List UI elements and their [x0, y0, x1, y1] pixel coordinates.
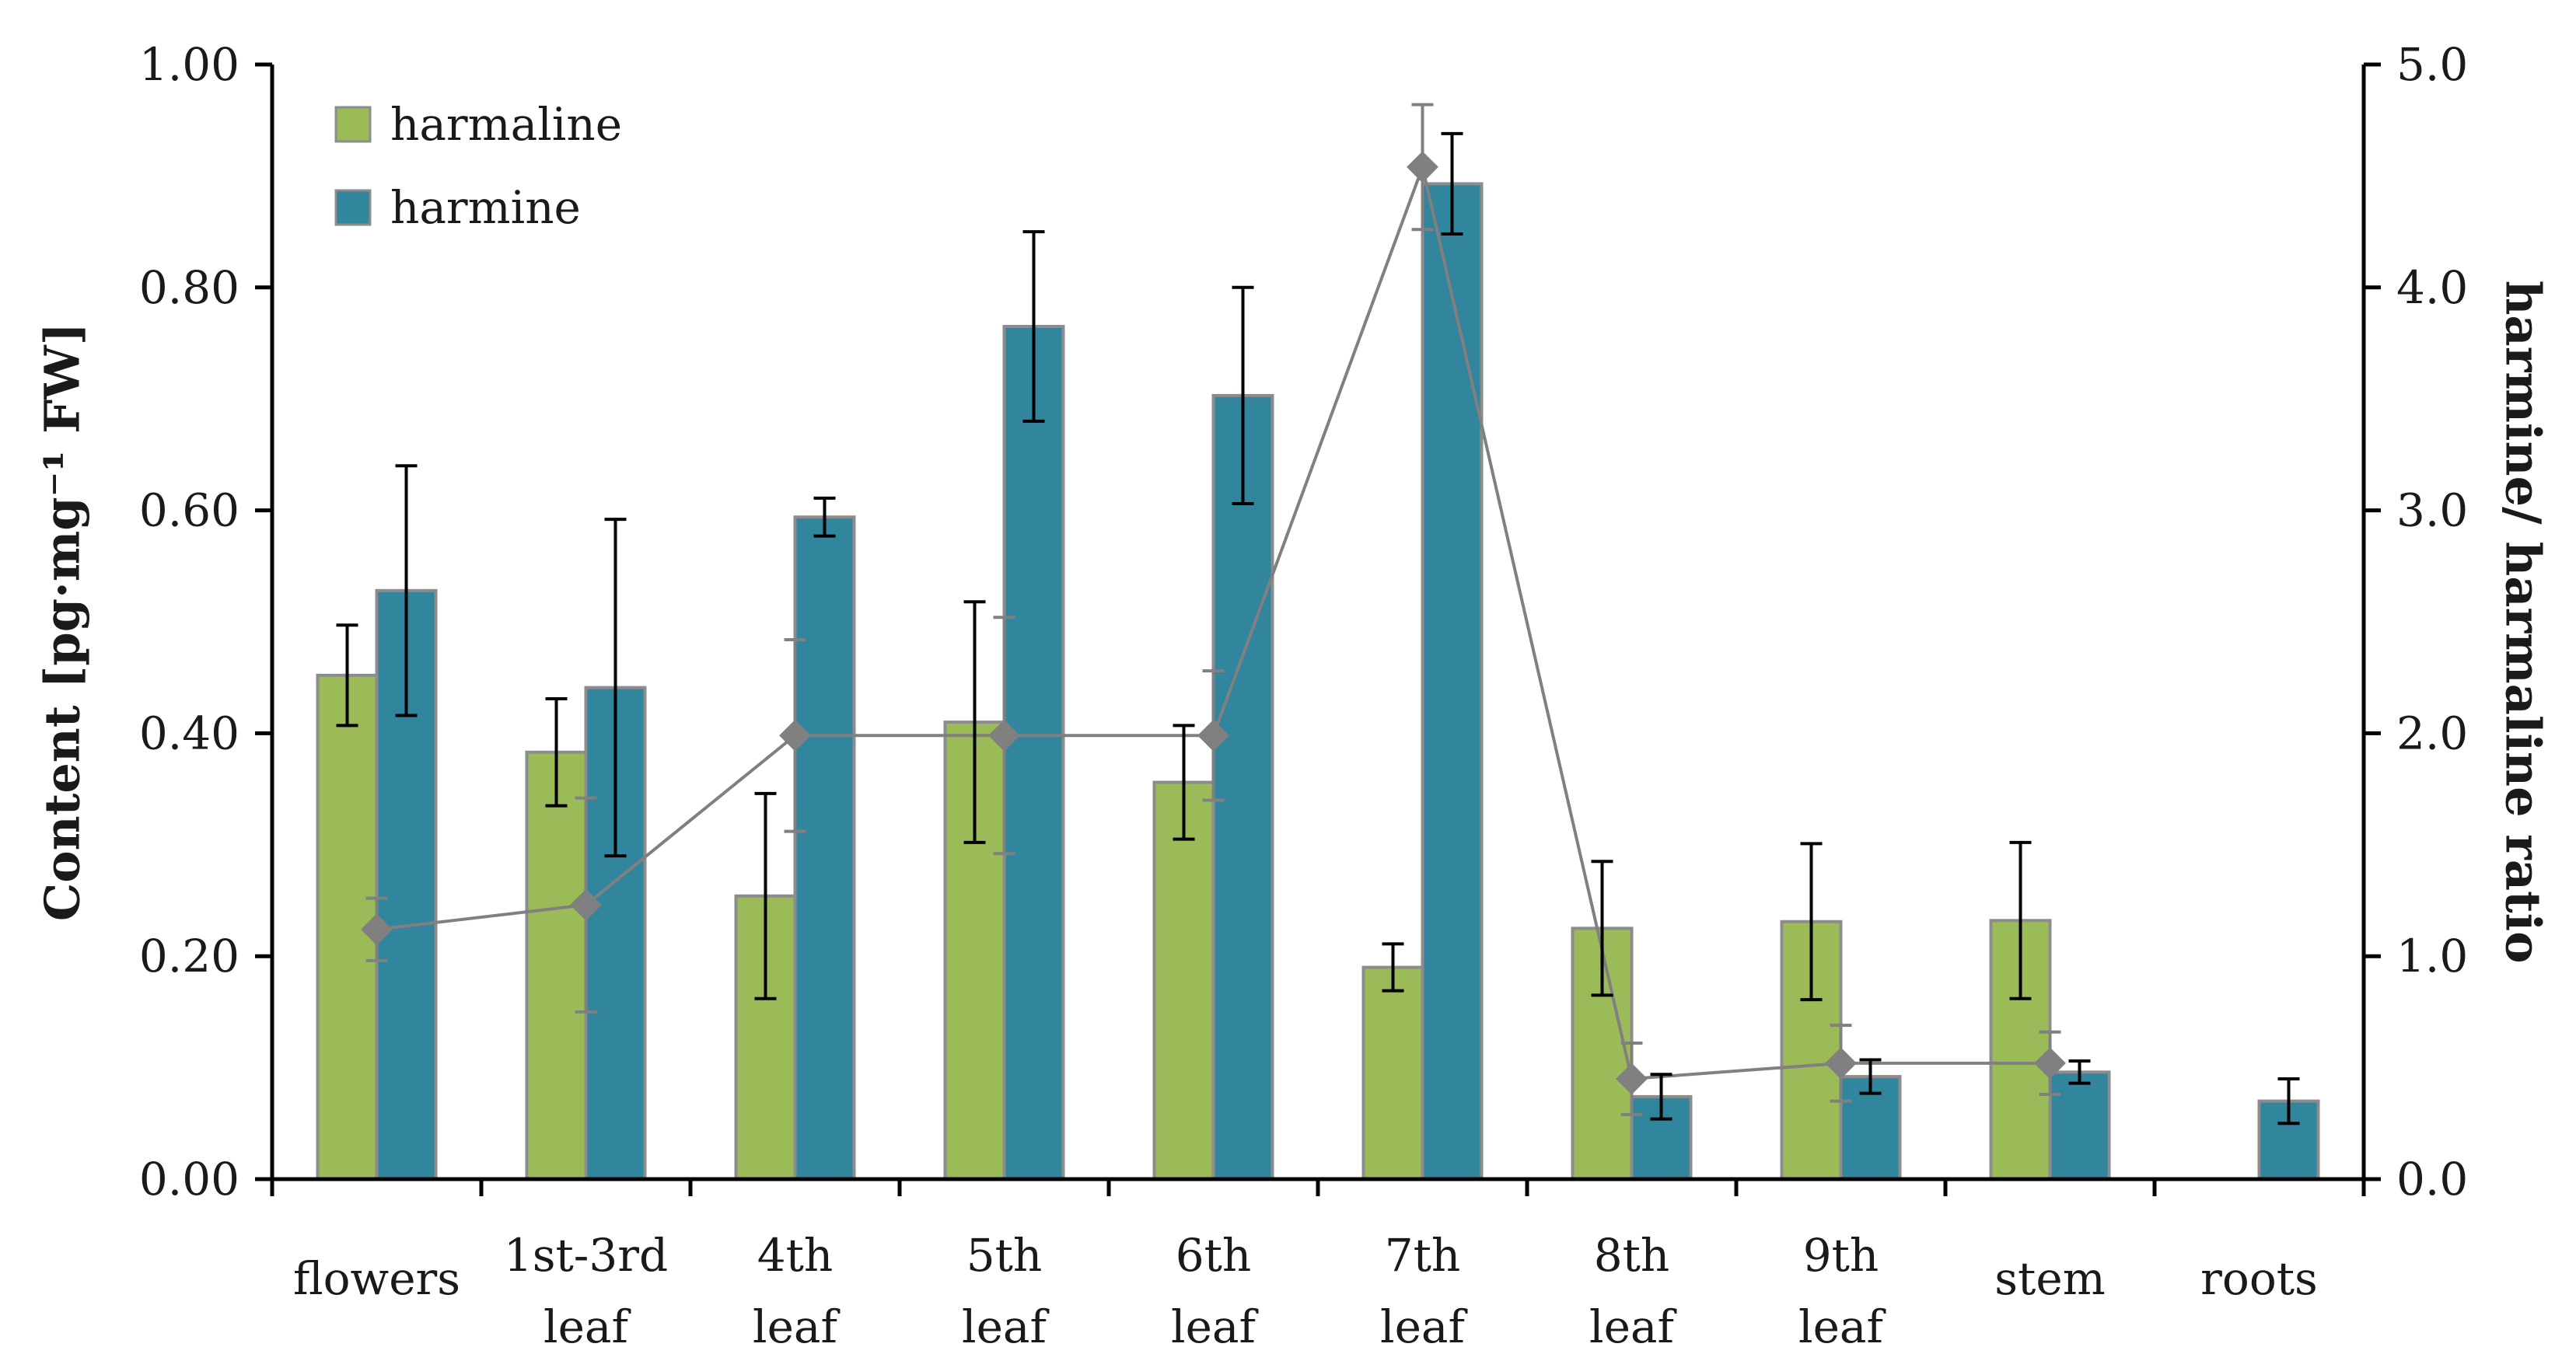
y2-tick-label-1: 1.0 — [2396, 930, 2468, 982]
x-label-3-0: 5th — [966, 1229, 1043, 1282]
bar-harmine-4 — [1211, 393, 1274, 1181]
x-label-5-1: leaf — [1380, 1300, 1467, 1353]
x-label-0-0: flowers — [293, 1252, 460, 1305]
x-label-1-0: 1st-3rd — [504, 1229, 668, 1282]
bar-harmine-3 — [1002, 324, 1065, 1181]
y-tick-label-2: 0.40 — [139, 707, 239, 759]
y-tick-label-0: 0.00 — [139, 1153, 239, 1206]
y-tick-label-4: 0.80 — [139, 261, 239, 314]
ratio-point-8 — [2034, 1047, 2066, 1080]
x-label-4-0: 6th — [1176, 1229, 1252, 1282]
ratio-point-0 — [361, 913, 393, 946]
ratio-point-1 — [570, 888, 602, 921]
x-label-2-1: leaf — [753, 1300, 840, 1353]
x-label-6-0: 8th — [1594, 1229, 1670, 1282]
ratio-point-3 — [988, 719, 1020, 752]
x-label-5-0: 7th — [1385, 1229, 1461, 1282]
y-axis-title: Content [pg·mg⁻¹ FW] — [34, 323, 91, 921]
legend-label-harmaline: harmaline — [390, 98, 622, 151]
y2-tick-label-3: 3.0 — [2396, 484, 2468, 537]
y2-tick-label-0: 0.0 — [2396, 1153, 2468, 1206]
y-tick-label-1: 0.20 — [139, 930, 239, 982]
y2-axis-title: harmine/ harmaline ratio — [2495, 280, 2552, 963]
y2-tick-label-5: 5.0 — [2396, 38, 2468, 91]
bar-harmine-8 — [2048, 1070, 2111, 1181]
ratio-point-4 — [1197, 719, 1229, 752]
y2-tick-label-4: 4.0 — [2396, 261, 2468, 314]
x-label-9-0: roots — [2200, 1252, 2318, 1305]
x-label-3-1: leaf — [962, 1300, 1049, 1353]
y2-tick-label-2: 2.0 — [2396, 707, 2468, 759]
ratio-point-2 — [779, 719, 811, 752]
x-label-7-1: leaf — [1798, 1300, 1886, 1353]
x-label-8-0: stem — [1994, 1252, 2105, 1305]
bar-harmaline-5 — [1361, 965, 1424, 1181]
x-label-6-1: leaf — [1589, 1300, 1676, 1353]
ratio-point-6 — [1616, 1063, 1648, 1095]
legend-swatch-harmine — [334, 189, 372, 226]
bar-harmine-2 — [793, 515, 856, 1181]
y-tick-label-5: 1.00 — [139, 38, 239, 91]
legend-swatch-harmaline — [334, 106, 372, 143]
y-tick-label-3: 0.60 — [139, 484, 239, 537]
bar-harmaline-4 — [1152, 780, 1215, 1181]
ratio-point-7 — [1825, 1047, 1857, 1080]
ratio-point-5 — [1407, 151, 1438, 183]
x-label-1-1: leaf — [544, 1300, 631, 1353]
x-label-4-1: leaf — [1171, 1300, 1258, 1353]
bar-harmine-5 — [1421, 182, 1484, 1181]
bar-harmaline-1 — [525, 750, 588, 1181]
legend-label-harmine: harmine — [390, 181, 581, 234]
x-label-2-0: 4th — [757, 1229, 834, 1282]
x-label-7-0: 9th — [1803, 1229, 1879, 1282]
